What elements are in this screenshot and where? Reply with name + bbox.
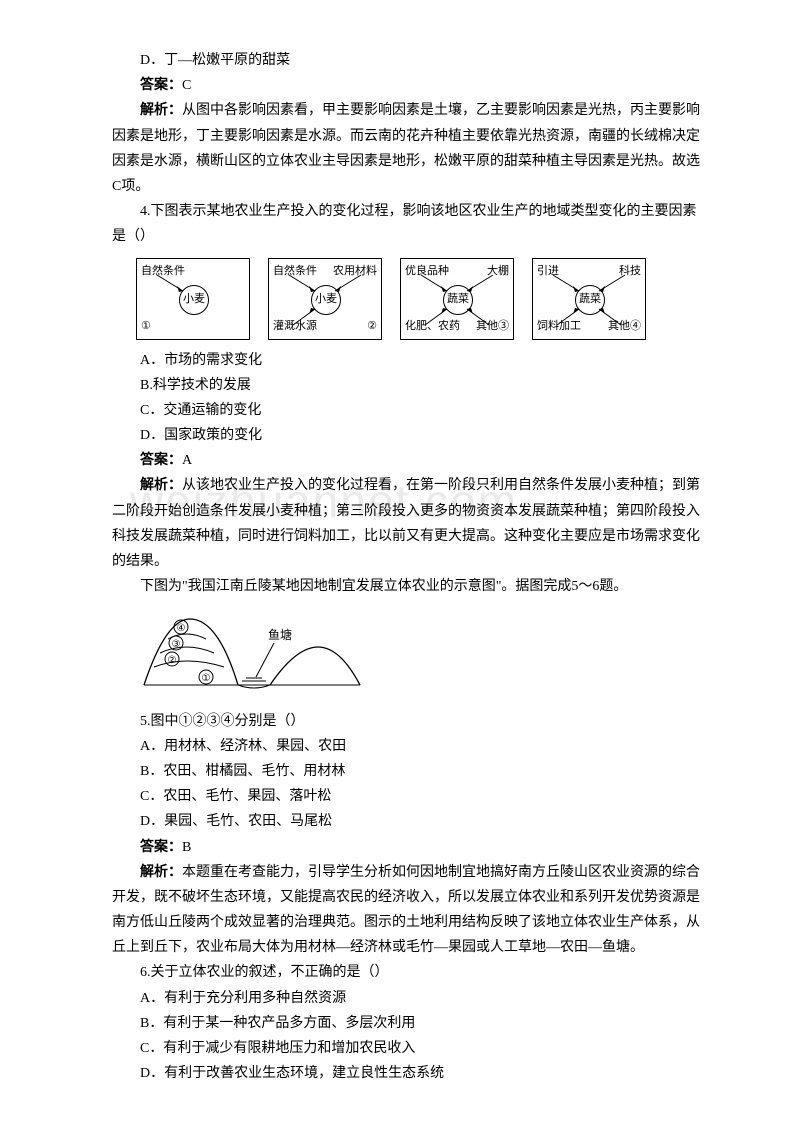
answer-label: 答案：: [140, 78, 182, 93]
option-a: A．用材林、经济林、果园、农田: [112, 734, 704, 759]
hill-label-4: ④: [177, 623, 186, 634]
hill-label-3: ③: [172, 639, 181, 650]
option-d: D．国家政策的变化: [112, 423, 704, 448]
explanation-label: 解析：: [140, 865, 182, 880]
box-center: 小麦: [315, 290, 337, 310]
explanation-para: 解析：从图中各影响因素看，甲主要影响因素是土壤，乙主要影响因素是光热，丙主要影响…: [112, 98, 704, 199]
box-label: 其他④: [608, 317, 641, 337]
answer-line: 答案：B: [112, 835, 704, 860]
option-b: B．农田、柑橘园、毛竹、用材林: [112, 759, 704, 784]
option-b: B.科学技术的发展: [112, 373, 704, 398]
box-center: 蔬菜: [579, 290, 601, 310]
explanation-text: 从该地农业生产投入的变化过程看，在第一阶段只利用自然条件发展小麦种植；到第二阶段…: [112, 478, 700, 569]
option-c: C．有利于减少有限耕地压力和增加农民收入: [112, 1036, 704, 1061]
diagram-box-2: 自然条件农用材料 小麦 灌溉水源②: [268, 258, 382, 340]
option-d: D．果园、毛竹、农田、马尾松: [112, 809, 704, 834]
explanation-para: 解析：从该地农业生产投入的变化过程看，在第一阶段只利用自然条件发展小麦种植；到第…: [112, 473, 704, 574]
option-d: D．丁—松嫩平原的甜菜: [112, 48, 704, 73]
diagram-box-4: 引进科技 蔬菜 饲料加工其他④: [532, 258, 646, 340]
option-d: D．有利于改善农业生态环境，建立良性生态系统: [112, 1061, 704, 1086]
diagram-box-1: 自然条件 小麦 ①: [136, 258, 250, 340]
hill-label-1: ①: [202, 673, 211, 684]
option-b: B．有利于某一种农产品多方面、多层次利用: [112, 1011, 704, 1036]
box-label: 饲料加工: [537, 317, 581, 337]
option-c: C．交通运输的变化: [112, 398, 704, 423]
explanation-para: 解析：本题重在考查能力，引导学生分析如何因地制宜地搞好南方丘陵山区农业资源的综合…: [112, 860, 704, 961]
document-body: D．丁—松嫩平原的甜菜 答案：C 解析：从图中各影响因素看，甲主要影响因素是土壤…: [112, 48, 704, 1086]
pond-label: 鱼塘: [268, 627, 292, 642]
diagram-box-3: 优良品种大棚 蔬菜 化肥、农药其他③: [400, 258, 514, 340]
box-label: ②: [367, 317, 377, 337]
explanation-label: 解析：: [140, 103, 182, 118]
question-4-stem: 4.下图表示某地农业生产投入的变化过程，影响该地区农业生产的地域类型变化的主要因…: [112, 199, 704, 249]
box-label: 灌溉水源: [273, 317, 317, 337]
answer-label: 答案：: [140, 840, 182, 855]
box-label: 化肥、农药: [405, 317, 460, 337]
question-5-6-stem: 下图为"我国江南丘陵某地因地制宜发展立体农业的示意图"。据图完成5～6题。: [112, 574, 704, 599]
option-a: A．市场的需求变化: [112, 348, 704, 373]
explanation-label: 解析：: [140, 478, 182, 493]
answer-value: C: [182, 78, 191, 93]
explanation-text: 从图中各影响因素看，甲主要影响因素是土壤，乙主要影响因素是光热，丙主要影响因素是…: [112, 103, 700, 194]
option-c: C．农田、毛竹、果园、落叶松: [112, 784, 704, 809]
question-6-stem: 6.关于立体农业的叙述，不正确的是（）: [112, 960, 704, 985]
hill-diagram: ④ ③ ② ① 鱼塘: [136, 607, 704, 704]
explanation-text: 本题重在考查能力，引导学生分析如何因地制宜地搞好南方丘陵山区农业资源的综合开发，…: [112, 865, 700, 956]
box-label: 其他③: [476, 317, 509, 337]
answer-value: A: [182, 453, 192, 468]
answer-line: 答案：A: [112, 448, 704, 473]
box-center: 蔬菜: [447, 290, 469, 310]
hill-label-2: ②: [168, 655, 177, 666]
flow-diagram: 自然条件 小麦 ① 自然条件农用材料 小麦 灌溉水源② 优良品种大棚 蔬菜 化肥…: [136, 258, 704, 340]
box-center: 小麦: [183, 290, 205, 310]
answer-label: 答案：: [140, 453, 182, 468]
question-5-stem: 5.图中①②③④分别是（）: [112, 709, 704, 734]
option-a: A．有利于充分利用多种自然资源: [112, 986, 704, 1011]
hill-svg: ④ ③ ② ① 鱼塘: [136, 607, 376, 695]
answer-line: 答案：C: [112, 73, 704, 98]
answer-value: B: [182, 840, 191, 855]
box-label: ①: [141, 317, 151, 337]
